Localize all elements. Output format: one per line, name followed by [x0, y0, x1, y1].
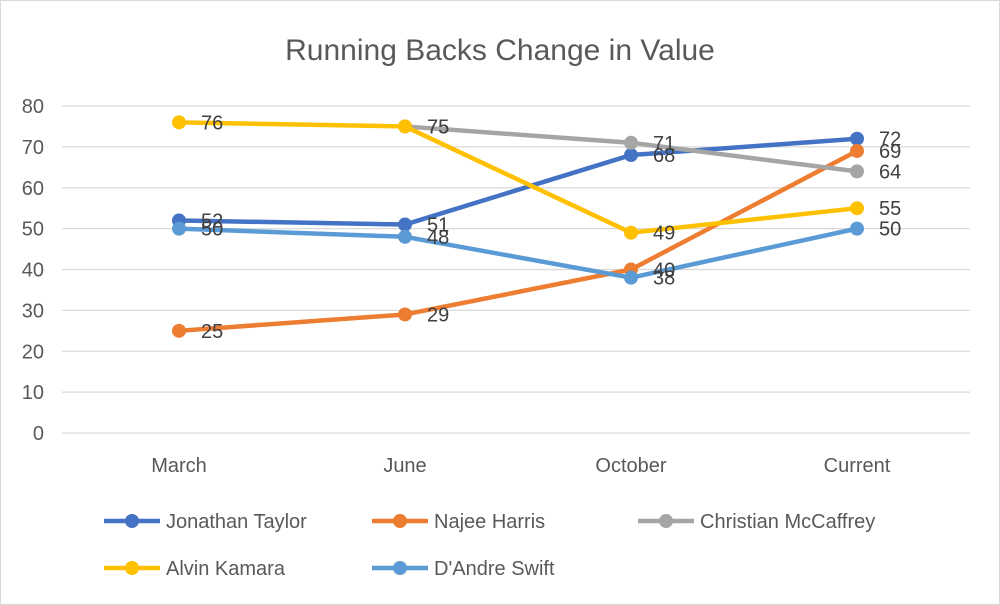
data-label: 50	[879, 219, 901, 241]
data-label: 55	[879, 198, 901, 220]
y-tick-label: 50	[22, 219, 44, 241]
data-label: 29	[427, 304, 449, 326]
legend-swatch-marker	[393, 514, 407, 528]
legend-swatch-marker	[125, 514, 139, 528]
y-tick-label: 70	[22, 137, 44, 159]
data-label: 49	[653, 223, 675, 245]
x-tick-label: October	[595, 455, 666, 477]
data-label: 69	[879, 141, 901, 163]
data-label: 51	[427, 215, 449, 237]
gridlines	[62, 105, 970, 434]
data-point	[398, 119, 412, 134]
data-point	[624, 148, 638, 163]
y-tick-label: 60	[22, 178, 44, 200]
data-label: 75	[427, 116, 449, 138]
legend-item: Alvin Kamara	[104, 558, 286, 580]
y-tick-label: 10	[22, 382, 44, 404]
data-label: 52	[201, 210, 223, 232]
legend-item: Jonathan Taylor	[104, 511, 307, 533]
data-point	[624, 270, 638, 285]
y-axis-ticks: 0 10 20 30 40 50 60 70 80	[22, 96, 44, 445]
data-point	[172, 115, 186, 130]
series-line	[176, 148, 860, 334]
series-1	[172, 143, 864, 338]
legend-swatch-marker	[659, 514, 673, 528]
data-point	[850, 143, 864, 158]
series-lines	[172, 115, 864, 338]
chart-title: Running Backs Change in Value	[285, 34, 715, 67]
x-tick-label: Current	[824, 455, 891, 477]
y-tick-label: 20	[22, 341, 44, 363]
legend-swatch-marker	[125, 561, 139, 575]
data-label: 48	[427, 227, 449, 249]
data-label: 71	[653, 133, 675, 155]
y-tick-label: 40	[22, 260, 44, 282]
data-point	[850, 164, 864, 179]
data-point	[850, 131, 864, 146]
series-line	[176, 226, 860, 280]
x-tick-label: March	[151, 455, 207, 477]
data-point	[172, 221, 186, 236]
legend-item: D'Andre Swift	[372, 558, 555, 580]
series-line	[176, 136, 860, 227]
data-label: 75	[427, 116, 449, 138]
legend-item: Christian McCaffrey	[638, 511, 875, 533]
legend-label: D'Andre Swift	[434, 558, 555, 580]
series-3	[172, 115, 864, 240]
data-label: 64	[879, 161, 901, 183]
data-label: 76	[201, 112, 223, 134]
x-axis-ticks: March June October Current	[151, 455, 891, 477]
legend-label: Jonathan Taylor	[166, 511, 307, 533]
series-2	[398, 119, 864, 179]
data-label: 25	[201, 321, 223, 343]
data-point	[398, 229, 412, 244]
legend-label: Alvin Kamara	[166, 558, 286, 580]
data-label: 72	[879, 129, 901, 151]
data-label: 50	[201, 219, 223, 241]
series-0	[172, 131, 864, 232]
x-tick-label: June	[383, 455, 426, 477]
series-4	[172, 221, 864, 285]
legend-label: Najee Harris	[434, 511, 545, 533]
data-point	[624, 135, 638, 150]
data-point	[398, 217, 412, 232]
legend-item: Najee Harris	[372, 511, 545, 533]
data-point	[850, 201, 864, 216]
y-tick-label: 80	[22, 96, 44, 118]
data-point	[850, 221, 864, 236]
data-label: 38	[653, 268, 675, 290]
data-point	[624, 225, 638, 240]
legend-swatch-marker	[393, 561, 407, 575]
data-label: 40	[653, 260, 675, 282]
y-tick-label: 0	[33, 423, 44, 445]
data-point	[172, 323, 186, 338]
data-label: 68	[653, 145, 675, 167]
legend-label: Christian McCaffrey	[700, 511, 875, 533]
legend: Jonathan Taylor Najee Harris Christian McC…	[104, 511, 875, 580]
series-line	[176, 120, 860, 235]
data-point	[398, 307, 412, 322]
y-tick-label: 30	[22, 300, 44, 322]
